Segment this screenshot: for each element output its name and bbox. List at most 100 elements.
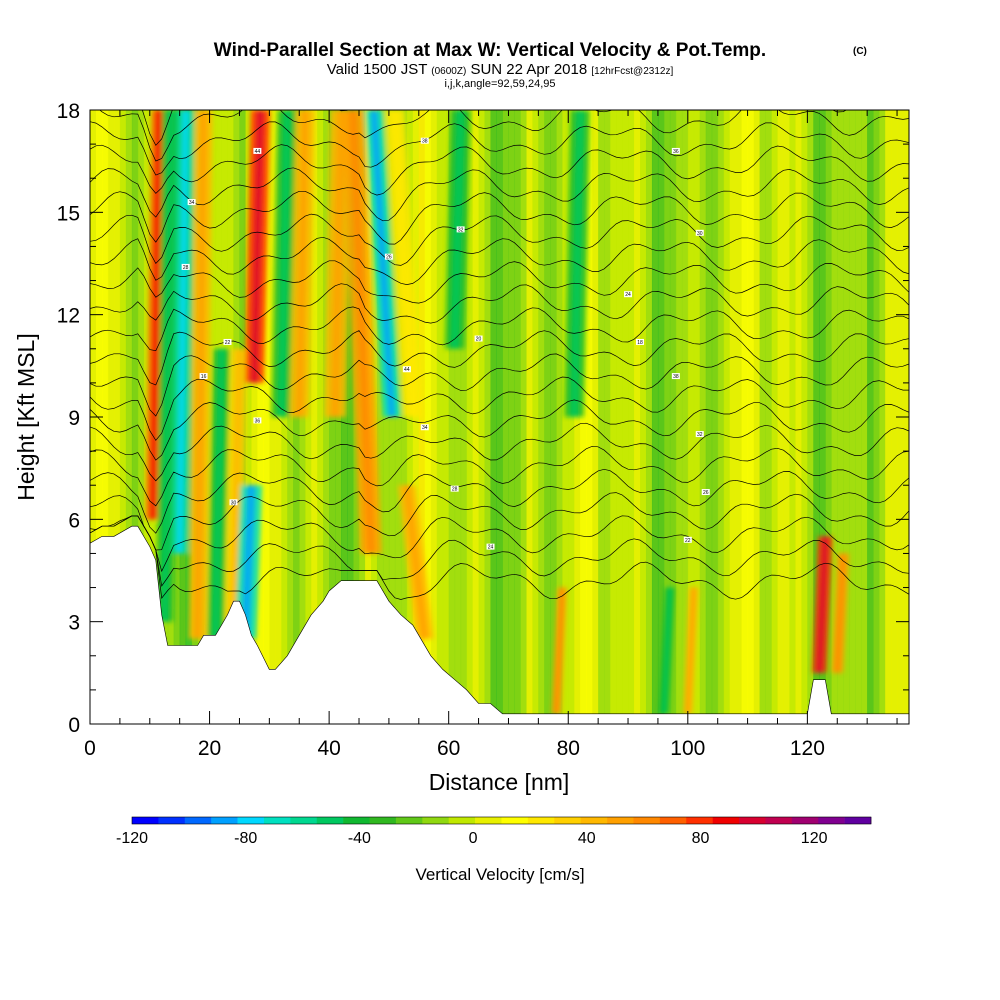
theta-contour [90,515,909,573]
contour-label-bg [683,536,692,543]
x-tick-label: 100 [670,737,705,760]
y-tick-label: 6 [68,509,80,532]
velocity-feature-core [370,110,396,417]
x-tick-label: 40 [317,737,340,760]
velocity-column [472,110,480,724]
x-axis-label: Distance [nm] [429,769,570,795]
theta-contour [90,468,909,534]
velocity-column [496,110,503,724]
contour-label-bg [695,229,704,236]
velocity-column [837,110,844,724]
colorbar-tick-label: -80 [234,830,257,847]
colorbar-tick-label: -120 [116,830,148,847]
velocity-column [101,110,109,724]
velocity-column [460,110,468,724]
velocity-column [502,110,509,724]
velocity-column [711,110,719,724]
contour-label-bg [701,489,710,496]
velocity-column [669,110,677,724]
contour-label: 26 [386,255,392,261]
colorbar-tick-label: 120 [801,830,828,847]
colorbar-swatch [818,817,845,824]
velocity-column [424,110,432,724]
velocity-column [663,110,671,724]
y-tick-label: 3 [68,612,80,635]
y-axis-label: Height [Kft MSL] [13,333,39,500]
contour-label: 16 [201,374,207,380]
contour-label-bg [199,373,208,380]
velocity-column [771,110,778,724]
velocity-column [257,110,264,724]
velocity-column [825,110,832,724]
velocity-column [735,110,743,724]
potential-temperature-contours: 44 38 36 34 32 30 28 26 24 22 20 18 16 44 38 36 34 32 30 28… [90,110,909,600]
colorbar-swatch [316,817,344,824]
velocity-column [795,110,802,724]
velocity-column [610,110,617,724]
x-tick-label: 20 [198,737,221,760]
velocity-column [705,110,713,724]
velocity-column [466,110,474,724]
colorbar-swatch [580,817,608,824]
theta-contour [90,190,909,245]
velocity-column [448,110,456,724]
velocity-column [783,110,790,724]
theta-contour [90,283,909,324]
contour-label-bg [187,199,196,206]
subtitle-valid: Valid 1500 JST [327,61,427,78]
contour-label-bg [450,485,459,492]
contour-label-bg [420,424,429,431]
colorbar-tick-label: -40 [348,830,371,847]
chart-subtitle-indices: i,j,k,angle=92,59,24,95 [444,78,555,90]
theta-contour [99,110,909,162]
theta-contour [90,236,909,285]
velocity-column [604,110,611,724]
contour-label: 32 [458,227,464,233]
colorbar-swatch [844,817,872,824]
velocity-column [801,110,808,724]
velocity-column [729,110,737,724]
velocity-column [119,110,127,724]
velocity-column [765,110,773,724]
velocity-feature-core [390,110,417,417]
colorbar-swatch [554,817,581,824]
contour-label-bg [229,499,238,506]
colorbar-swatch [132,817,159,824]
velocity-column [616,110,623,724]
contour-label-bg [402,366,411,373]
x-tick-label: 0 [84,737,96,760]
velocity-feature-core [176,110,190,554]
theta-contour [90,445,909,507]
y-tick-label: 9 [68,407,80,430]
velocity-column [807,110,814,724]
velocity-column [622,110,629,724]
velocity-column [813,110,820,724]
velocity-column [556,110,563,724]
colorbar-swatch [765,817,793,824]
velocity-column [699,110,707,724]
theta-contour [90,353,909,417]
velocity-column [879,110,886,724]
velocity-column [723,110,731,724]
colorbar-swatch [791,817,819,824]
velocity-feature-core [161,110,175,622]
colorbar-frame [131,816,872,825]
contour-label: 24 [488,545,494,551]
velocity-column [885,110,892,724]
colorbar-tick-label: 0 [469,830,478,847]
velocity-column [131,110,139,724]
contour-label: 34 [422,425,428,431]
contour-label: 44 [404,367,410,373]
theta-contour [90,213,909,266]
velocity-column [107,110,115,724]
colorbar-title: Vertical Velocity [cm/s] [415,865,584,884]
chart-title: Wind-Parallel Section at Max W: Vertical… [214,40,766,61]
velocity-column [634,110,641,724]
velocity-column [490,110,498,724]
theta-contour [90,260,909,304]
velocity-feature-core [816,536,829,673]
velocity-column [831,110,838,724]
velocity-feature-core [554,587,565,714]
